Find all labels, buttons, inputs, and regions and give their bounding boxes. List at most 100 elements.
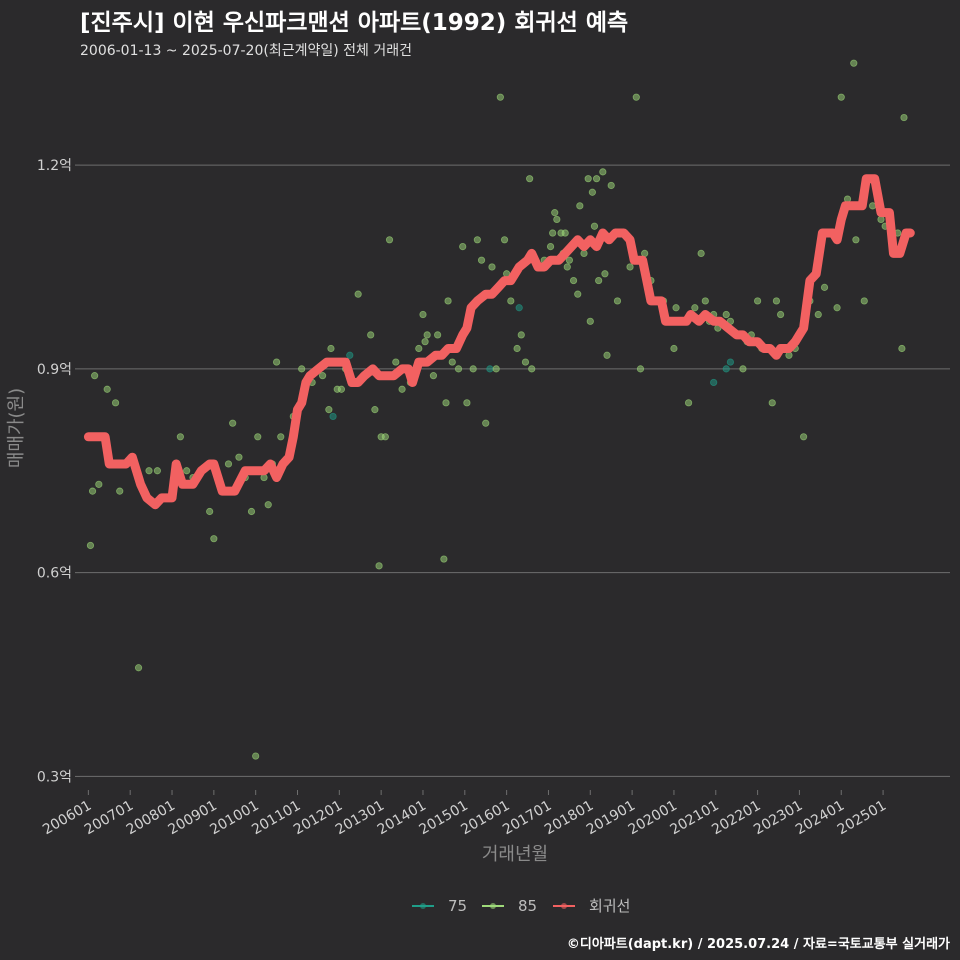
point-85-53 <box>440 555 448 563</box>
point-85-4 <box>103 385 111 393</box>
x-axis-title: 거래년월 <box>482 844 548 865</box>
point-85-32 <box>327 344 335 353</box>
point-85-150 <box>900 113 908 122</box>
point-75-3 <box>515 304 523 312</box>
point-85-103 <box>632 93 640 101</box>
point-85-65 <box>492 365 500 373</box>
point-85-6 <box>116 487 124 495</box>
point-85-13 <box>206 507 214 516</box>
point-85-48 <box>419 310 427 319</box>
chart-subtitle: 2006-01-13 ~ 2025-07-20(최근계약일) 전체 거래건 <box>80 43 412 59</box>
point-85-149 <box>898 344 906 353</box>
point-75-0 <box>329 412 337 421</box>
point-85-28 <box>298 365 306 373</box>
legend-key-dot-2 <box>561 903 567 909</box>
point-85-131 <box>785 351 793 359</box>
point-85-1 <box>88 487 97 495</box>
point-85-94 <box>592 175 601 183</box>
point-85-60 <box>469 365 477 373</box>
point-85-84 <box>563 263 571 271</box>
point-75-1 <box>346 351 354 359</box>
point-85-38 <box>367 331 375 339</box>
point-85-50 <box>423 331 431 339</box>
point-85-57 <box>454 365 463 373</box>
point-85-105 <box>641 249 649 257</box>
point-85-0 <box>86 541 95 550</box>
point-85-83 <box>561 229 569 237</box>
point-85-109 <box>670 344 678 353</box>
point-85-111 <box>684 399 693 407</box>
point-85-52 <box>434 331 442 339</box>
point-85-40 <box>375 562 383 570</box>
point-85-44 <box>392 358 400 366</box>
legend-label-2: 회귀선 <box>589 897 630 915</box>
point-85-80 <box>553 215 561 224</box>
point-75-2 <box>486 365 494 373</box>
x-tick-label-19: 202501 <box>835 798 889 839</box>
y-axis-title: 매매가(원) <box>6 388 27 468</box>
point-85-8 <box>145 467 153 475</box>
point-85-143 <box>860 297 868 305</box>
y-tick-label-3: 1.2억 <box>37 158 72 174</box>
source-credit: ©디아파트(dapt.kr) / 2025.07.24 / 자료=국토교통부 실… <box>567 936 950 952</box>
point-85-56 <box>448 358 456 366</box>
point-85-43 <box>385 236 394 244</box>
point-85-99 <box>607 181 615 190</box>
point-85-133 <box>800 433 808 441</box>
point-85-23 <box>264 501 272 509</box>
point-85-58 <box>459 243 467 251</box>
point-85-67 <box>500 236 509 244</box>
y-tick-label-0: 0.3억 <box>37 769 72 785</box>
point-85-15 <box>224 460 233 468</box>
point-85-64 <box>488 263 496 271</box>
point-85-9 <box>153 467 161 475</box>
point-85-45 <box>398 385 406 393</box>
legend-label-1: 85 <box>518 897 537 915</box>
point-85-72 <box>521 358 530 366</box>
point-75-6 <box>726 358 735 366</box>
point-85-129 <box>777 310 785 319</box>
point-85-25 <box>272 358 281 366</box>
point-85-62 <box>477 256 486 264</box>
legend-label-0: 75 <box>448 897 467 915</box>
point-85-87 <box>574 290 582 298</box>
legend-key-dot-0 <box>420 903 426 909</box>
point-85-10 <box>176 433 184 441</box>
point-85-47 <box>415 344 423 353</box>
point-85-104 <box>636 365 645 373</box>
point-85-135 <box>814 310 822 319</box>
point-85-26 <box>277 433 285 441</box>
point-85-17 <box>235 453 243 461</box>
point-85-85 <box>565 256 573 264</box>
point-85-124 <box>753 297 762 305</box>
point-85-92 <box>588 188 596 196</box>
point-85-96 <box>599 168 607 176</box>
point-85-2 <box>91 372 99 380</box>
point-85-98 <box>603 351 611 359</box>
point-75-5 <box>722 365 730 373</box>
point-85-95 <box>595 276 603 285</box>
point-85-5 <box>111 399 120 407</box>
point-85-59 <box>463 399 471 407</box>
point-85-100 <box>613 297 622 305</box>
point-85-34 <box>337 385 346 393</box>
point-85-93 <box>590 222 599 230</box>
y-tick-label-1: 0.6억 <box>37 566 72 582</box>
point-85-70 <box>513 344 521 353</box>
regression-layer <box>83 174 915 510</box>
point-85-71 <box>517 331 525 339</box>
point-85-73 <box>526 175 534 183</box>
point-85-61 <box>473 236 481 244</box>
point-85-142 <box>852 236 860 244</box>
point-85-19 <box>247 507 256 516</box>
point-85-11 <box>183 467 191 475</box>
point-85-20 <box>252 752 260 760</box>
point-85-42 <box>381 433 389 441</box>
regression-line <box>83 174 915 510</box>
point-85-54 <box>442 399 450 407</box>
point-85-128 <box>772 297 781 305</box>
point-85-78 <box>549 229 557 237</box>
point-85-141 <box>850 59 858 67</box>
point-85-63 <box>482 419 490 427</box>
